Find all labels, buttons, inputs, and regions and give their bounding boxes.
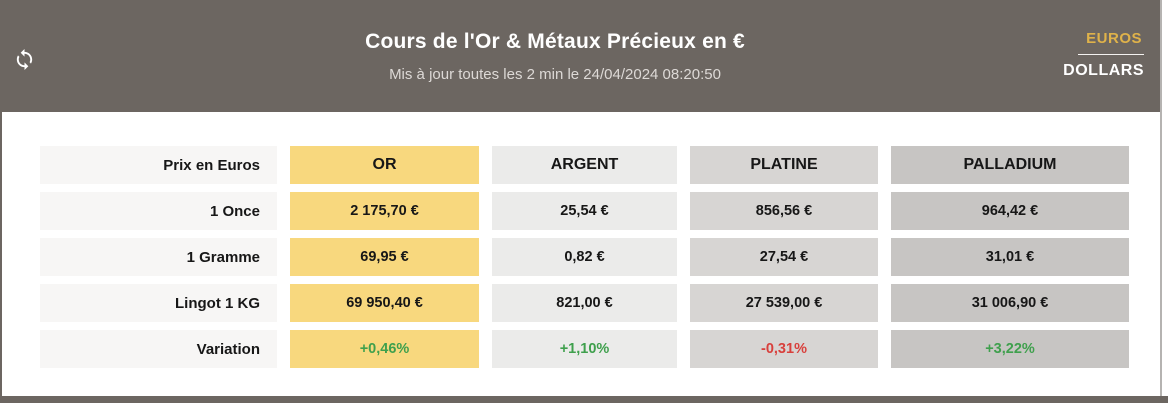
price-cell-palladium-gramme: 31,01 € xyxy=(891,238,1129,276)
variation-cell-or: +0,46% xyxy=(290,330,479,368)
row-label-gramme: 1 Gramme xyxy=(40,238,277,276)
widget-right-border xyxy=(1160,0,1162,396)
variation-cell-palladium: +3,22% xyxy=(891,330,1129,368)
currency-divider xyxy=(1078,54,1144,55)
widget-bottom-bar xyxy=(0,396,1168,403)
table-corner-label: Prix en Euros xyxy=(40,146,277,184)
price-cell-argent-once: 25,54 € xyxy=(492,192,677,230)
row-label-once: 1 Once xyxy=(40,192,277,230)
price-cell-platine-lingot: 27 539,00 € xyxy=(690,284,878,322)
header-titles: Cours de l'Or & Métaux Précieux en € Mis… xyxy=(0,0,1110,112)
column-header-argent: ARGENT xyxy=(492,146,677,184)
price-cell-platine-gramme: 27,54 € xyxy=(690,238,878,276)
row-label-variation: Variation xyxy=(40,330,277,368)
price-cell-argent-gramme: 0,82 € xyxy=(492,238,677,276)
header-bar: Cours de l'Or & Métaux Précieux en € Mis… xyxy=(0,0,1160,112)
currency-toggle: EUROS DOLLARS xyxy=(1034,30,1144,80)
column-header-palladium: PALLADIUM xyxy=(891,146,1129,184)
price-cell-or-once: 2 175,70 € xyxy=(290,192,479,230)
price-cell-palladium-lingot: 31 006,90 € xyxy=(891,284,1129,322)
price-cell-palladium-once: 964,42 € xyxy=(891,192,1129,230)
row-label-lingot: Lingot 1 KG xyxy=(40,284,277,322)
price-cell-or-lingot: 69 950,40 € xyxy=(290,284,479,322)
currency-option-euros[interactable]: EUROS xyxy=(1086,30,1142,47)
refresh-button[interactable] xyxy=(13,47,37,71)
variation-cell-argent: +1,10% xyxy=(492,330,677,368)
column-header-or: OR xyxy=(290,146,479,184)
price-cell-or-gramme: 69,95 € xyxy=(290,238,479,276)
page-title: Cours de l'Or & Métaux Précieux en € xyxy=(365,30,745,53)
last-updated-text: Mis à jour toutes les 2 min le 24/04/202… xyxy=(389,66,721,83)
widget-left-border xyxy=(0,112,2,396)
price-cell-argent-lingot: 821,00 € xyxy=(492,284,677,322)
column-header-platine: PLATINE xyxy=(690,146,878,184)
price-table: Prix en Euros OR ARGENT PLATINE PALLADIU… xyxy=(40,146,1129,368)
currency-option-dollars[interactable]: DOLLARS xyxy=(1063,62,1144,79)
variation-cell-platine: -0,31% xyxy=(690,330,878,368)
refresh-icon xyxy=(13,48,37,71)
price-cell-platine-once: 856,56 € xyxy=(690,192,878,230)
